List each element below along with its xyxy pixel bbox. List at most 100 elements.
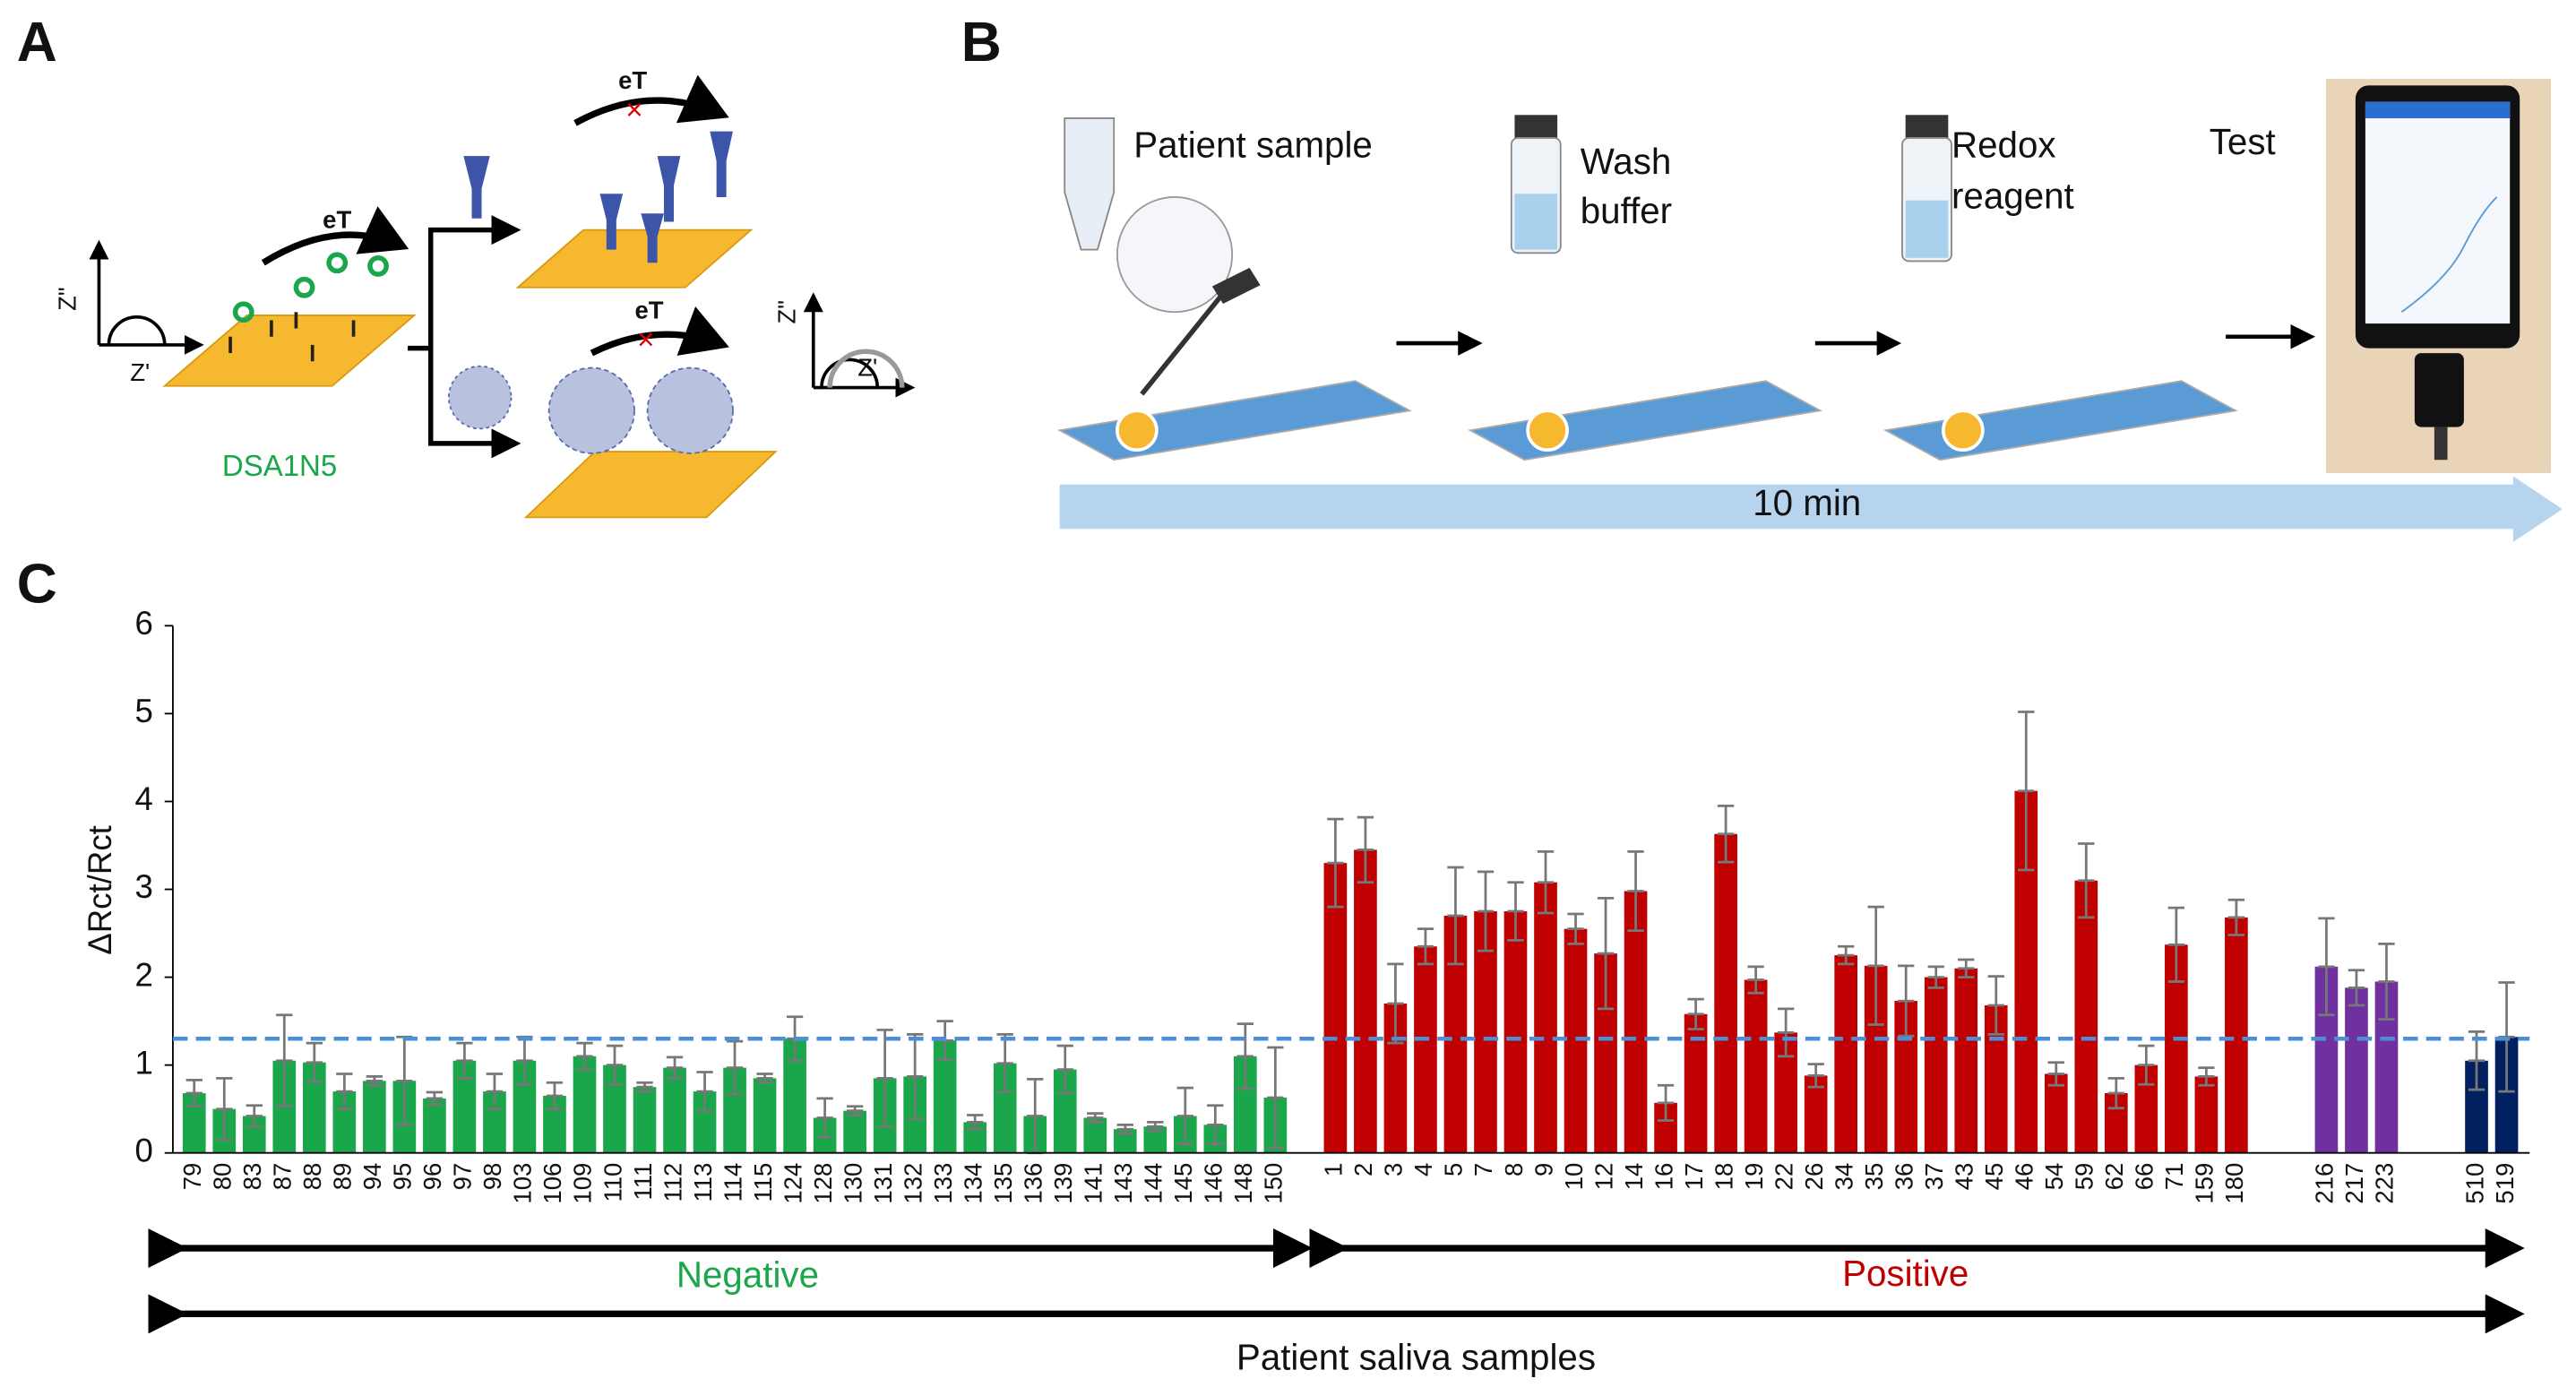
- error-bar: [1657, 1083, 1675, 1122]
- step-label: Test: [2210, 121, 2276, 162]
- x-tick-label: 80: [209, 1163, 237, 1191]
- x-tick-label: 83: [238, 1163, 266, 1191]
- error-bar: [696, 1071, 713, 1113]
- y-tick-label: 5: [135, 693, 153, 729]
- panel-c: C ΔRct/Rct Negative Positive Patient sal…: [17, 554, 2530, 1377]
- bar: [1564, 928, 1588, 1153]
- error-bar: [456, 1041, 473, 1080]
- error-bar: [1807, 1063, 1824, 1089]
- error-bar: [2138, 1044, 2155, 1086]
- x-tick-label: 35: [1860, 1163, 1888, 1191]
- x-tick-label: 26: [1800, 1163, 1828, 1191]
- error-bar: [1387, 962, 1404, 1045]
- bar: [1323, 863, 1348, 1153]
- x-tick-label: 16: [1650, 1163, 1677, 1191]
- x-tick-label: 96: [418, 1163, 446, 1191]
- axis-label: Z': [857, 354, 877, 382]
- bar: [843, 1110, 866, 1153]
- svg-text:×: ×: [625, 92, 642, 125]
- bar: [1503, 911, 1528, 1153]
- error-bar: [1236, 1022, 1254, 1090]
- error-bar: [1838, 944, 1855, 966]
- bar: [1354, 849, 1377, 1153]
- probe-label: DSA1N5: [222, 449, 337, 482]
- x-tick-label: 3: [1380, 1163, 1408, 1176]
- group-label: Negative: [676, 1254, 819, 1296]
- x-tick-label: 144: [1140, 1163, 1167, 1204]
- x-tick-label: 17: [1680, 1163, 1708, 1191]
- x-tick-label: 79: [178, 1163, 206, 1191]
- bar: [2345, 987, 2368, 1153]
- x-tick-label: 12: [1590, 1163, 1617, 1191]
- axis-label: Z': [130, 358, 150, 386]
- x-tick-label: 19: [1740, 1163, 1768, 1191]
- bar: [1714, 833, 1737, 1153]
- step-label: reagent: [1951, 175, 2074, 216]
- x-tick-label: 36: [1890, 1163, 1917, 1191]
- error-bar: [276, 1013, 293, 1108]
- bar: [1744, 979, 1768, 1153]
- error-bar: [1087, 1112, 1104, 1124]
- bar: [2194, 1076, 2218, 1153]
- error-bar: [2018, 711, 2035, 872]
- x-tick-label: 45: [1980, 1163, 2008, 1191]
- step-label: Patient sample: [1133, 125, 1373, 166]
- axis-label: Z": [773, 300, 801, 324]
- group-label: Positive: [1842, 1253, 1969, 1294]
- bar: [423, 1098, 446, 1153]
- bar: [1684, 1013, 1708, 1153]
- error-bar: [306, 1041, 323, 1083]
- x-tick-label: 115: [749, 1163, 777, 1202]
- x-tick-label: 136: [1019, 1163, 1047, 1204]
- error-bar: [1898, 964, 1915, 1038]
- x-tick-label: 98: [478, 1163, 506, 1191]
- bar: [663, 1067, 686, 1153]
- error-bar: [1537, 849, 1555, 915]
- error-bar: [967, 1114, 984, 1131]
- x-tick-label: 150: [1260, 1163, 1288, 1204]
- error-bar: [426, 1090, 444, 1107]
- error-bar: [2468, 1030, 2486, 1091]
- error-bar: [756, 1073, 773, 1084]
- error-bar: [1777, 1007, 1795, 1058]
- x-tick-label: 109: [569, 1163, 597, 1204]
- x-tick-label: 145: [1169, 1163, 1197, 1204]
- error-bar: [1958, 958, 1975, 978]
- x-tick-label: 37: [1920, 1163, 1948, 1191]
- error-bar: [1597, 896, 1615, 1011]
- error-bar: [1477, 870, 1495, 952]
- y-tick-label: 4: [135, 780, 153, 817]
- x-tick-label: 89: [329, 1163, 357, 1191]
- bar: [2074, 880, 2098, 1153]
- x-tick-label: 7: [1469, 1163, 1497, 1176]
- bar: [1534, 882, 1557, 1153]
- electron-transfer: eT: [634, 297, 663, 324]
- bar: [363, 1081, 386, 1153]
- x-tick-label: 113: [689, 1163, 717, 1202]
- bar: [2225, 917, 2248, 1153]
- x-tick-label: 62: [2100, 1163, 2128, 1191]
- error-bar: [1567, 912, 1584, 945]
- x-tick-label: 146: [1200, 1163, 1228, 1204]
- error-bar: [1116, 1123, 1133, 1135]
- x-tick-label: 103: [509, 1163, 537, 1204]
- error-bar: [396, 1035, 413, 1126]
- error-bar: [1176, 1086, 1193, 1146]
- bar: [2044, 1073, 2068, 1153]
- error-bar: [846, 1105, 864, 1116]
- bar: [1954, 968, 1978, 1153]
- step-label: Redox: [1951, 125, 2056, 166]
- error-bar: [2167, 906, 2185, 983]
- error-bar: [1717, 805, 1735, 864]
- x-tick-label: 217: [2340, 1163, 2368, 1204]
- x-tick-label: 112: [659, 1163, 686, 1202]
- error-bar: [246, 1104, 263, 1128]
- x-tick-label: 88: [298, 1163, 326, 1191]
- panel-label: A: [17, 12, 57, 73]
- bar: [753, 1078, 777, 1153]
- x-tick-label: 135: [989, 1163, 1017, 1204]
- x-tick-label: 5: [1440, 1163, 1468, 1176]
- error-bar: [1747, 965, 1764, 995]
- bar: [633, 1087, 657, 1153]
- x-tick-label: 54: [2040, 1163, 2068, 1191]
